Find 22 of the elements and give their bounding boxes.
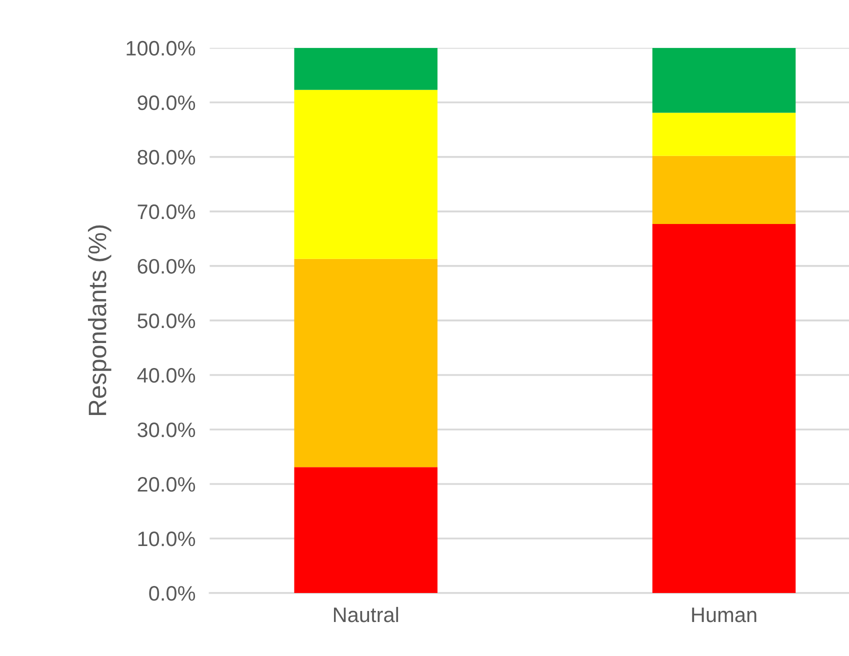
y-tick-label: 50.0%: [138, 313, 196, 328]
y-tick-label: 0.0%: [149, 586, 196, 601]
bar: [652, 112, 796, 156]
bar: [652, 224, 796, 594]
bar: [294, 258, 438, 468]
y-tick-label: 30.0%: [138, 422, 196, 438]
x-tick-label: Nautral: [334, 606, 398, 622]
y-tick-label: 20.0%: [138, 477, 196, 492]
y-tick-label: 80.0%: [138, 150, 196, 165]
bar: [294, 467, 438, 594]
x-tick-label: Human: [692, 608, 756, 622]
y-tick-label: 90.0%: [138, 95, 196, 110]
y-tick-label: 100.0%: [126, 40, 196, 56]
bar: [652, 156, 796, 224]
y-tick-label: 10.0%: [138, 532, 196, 546]
y-tick-label: 70.0%: [138, 204, 196, 220]
y-tick-label: 60.0%: [138, 258, 196, 274]
y-axis-title: Respondants (%): [88, 225, 112, 415]
bar: [294, 48, 438, 90]
y-tick-label: 40.0%: [137, 368, 196, 383]
bar: [652, 48, 796, 113]
bar: [294, 90, 438, 259]
